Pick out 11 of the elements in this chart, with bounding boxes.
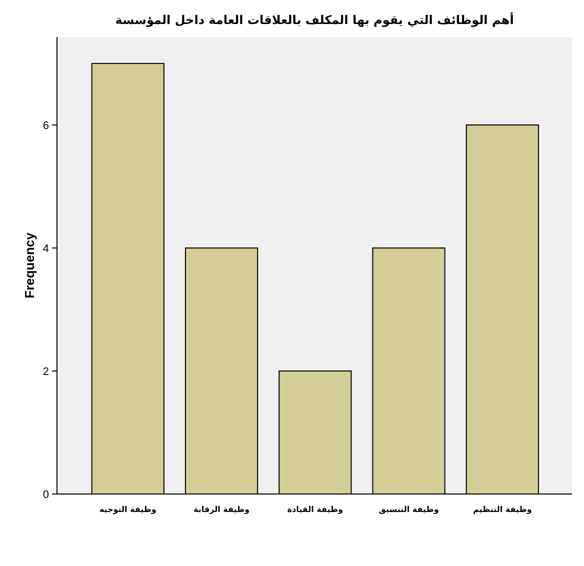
y-axis-title: Frequency: [22, 232, 37, 298]
y-tick-label: 2: [42, 366, 49, 378]
y-tick-label: 6: [42, 120, 49, 132]
chart-title: أهم الوظائف التي يقوم بها المكلف بالعلاقات العامة داخل المؤسسة: [115, 12, 514, 27]
x-tick-label: وظيفة التنظيم: [473, 505, 532, 514]
x-tick-label: وظيفة التنسيق: [378, 505, 439, 514]
x-tick-label: وظيفة الرقابة: [194, 505, 250, 514]
x-tick-label: وظيفة التوجيه: [99, 505, 156, 514]
y-tick-label: 4: [42, 242, 49, 255]
x-tick-label: وظيفة القيادة: [287, 505, 344, 514]
y-tick-label: 0: [42, 489, 49, 501]
